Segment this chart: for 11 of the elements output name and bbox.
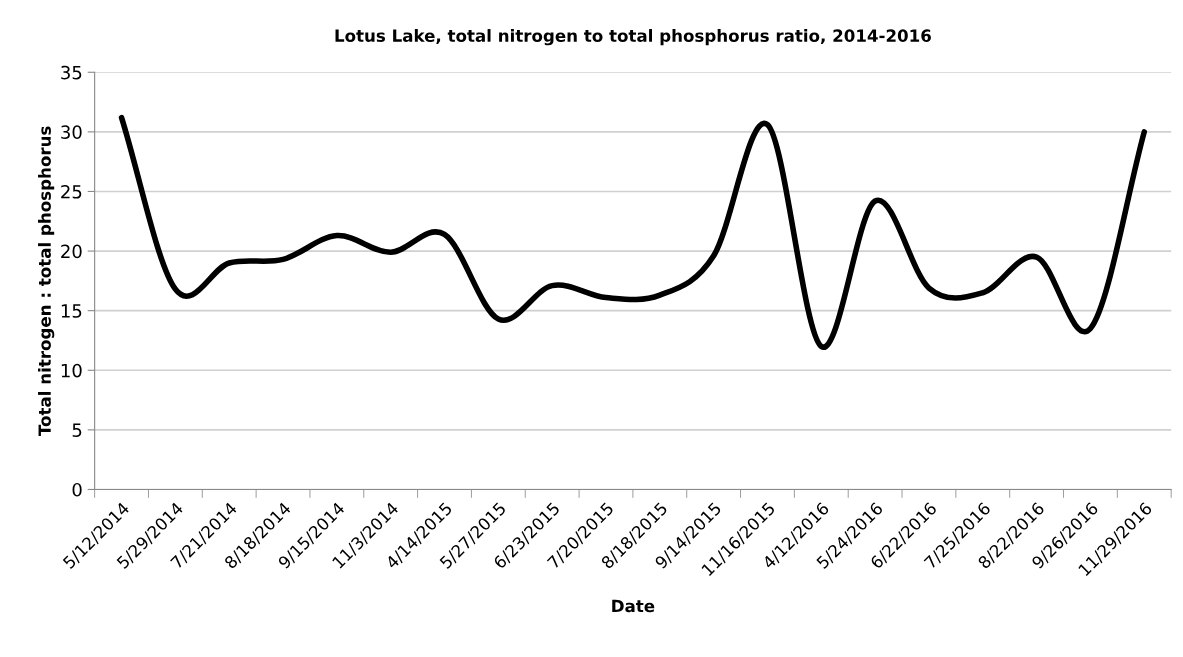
y-tick-label: 25: [61, 184, 82, 199]
y-tick-label: 5: [72, 423, 82, 437]
y-tick-label: 0: [72, 482, 82, 497]
y-tick-label: 15: [61, 304, 82, 318]
x-axis-title: Date: [612, 599, 655, 613]
y-tick-label: 10: [61, 363, 82, 378]
chart-title: Lotus Lake, total nitrogen to total phosphorus ratio, 2014-2016: [335, 29, 931, 46]
y-tick-label: 35: [61, 65, 82, 80]
y-tick-label: 30: [61, 125, 82, 139]
y-tick-label: 20: [61, 244, 82, 259]
y-axis-title: Total nitrogen : total phosphorus: [38, 126, 55, 437]
